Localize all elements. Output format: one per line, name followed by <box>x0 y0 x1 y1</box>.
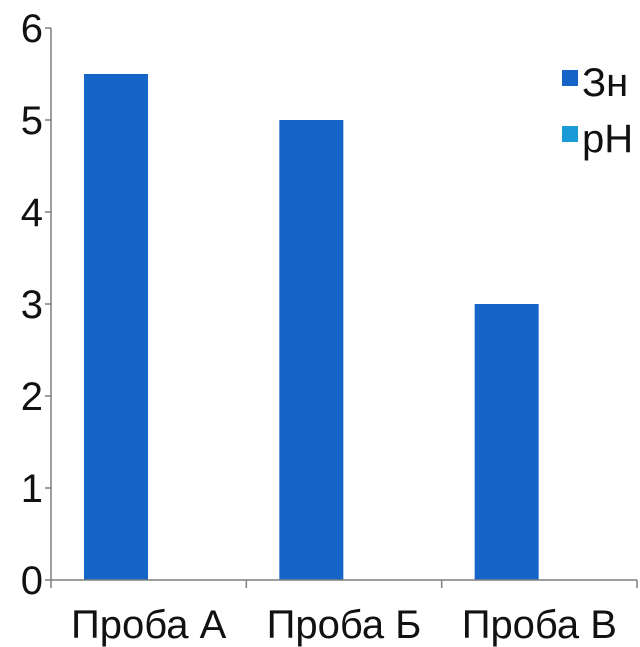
legend: Зн рН <box>562 61 633 161</box>
y-tick-label: 1 <box>21 467 43 511</box>
bar-1 <box>84 74 148 580</box>
bar-3 <box>474 304 539 580</box>
legend-swatch <box>562 70 578 86</box>
y-tick-label: 5 <box>21 99 43 143</box>
bars <box>84 74 539 580</box>
x-axis-ticks <box>50 580 638 588</box>
legend-label: Зн <box>582 61 628 105</box>
x-axis-labels: Проба А Проба Б Проба В <box>71 603 617 647</box>
y-tick-label: 0 <box>21 559 43 603</box>
y-tick-label: 2 <box>21 375 43 419</box>
y-axis-ticks: 0 1 2 3 4 5 6 <box>21 7 51 603</box>
y-tick-label: 4 <box>21 191 43 235</box>
y-tick-label: 6 <box>21 7 43 51</box>
x-category-label: Проба А <box>71 603 227 647</box>
legend-label: рН <box>582 117 633 161</box>
legend-swatch <box>562 126 578 142</box>
y-tick-label: 3 <box>21 283 43 327</box>
bar-2 <box>279 120 344 580</box>
x-category-label: Проба Б <box>267 603 422 647</box>
x-category-label: Проба В <box>462 603 617 647</box>
